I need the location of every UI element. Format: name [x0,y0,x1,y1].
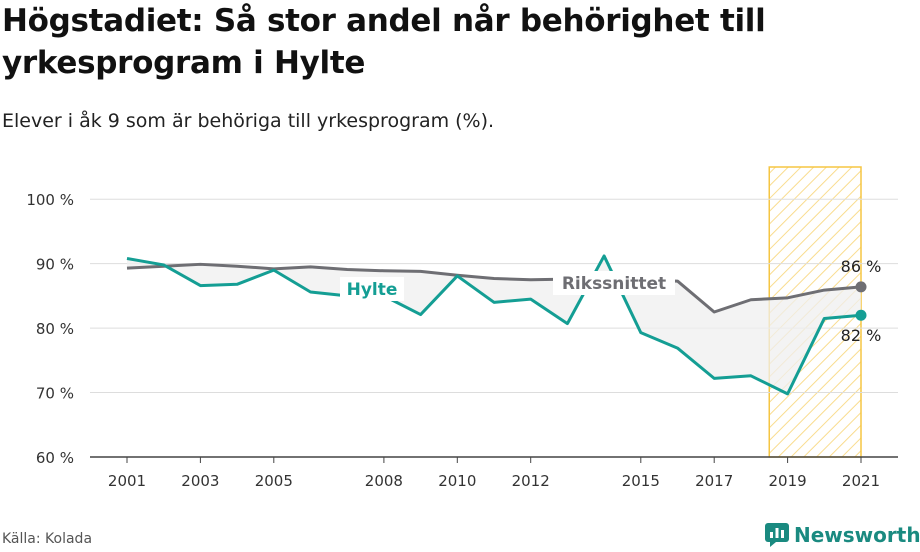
x-tick-label: 2010 [438,472,476,490]
end-point-riket [855,281,867,293]
series-label-riket: Rikssnittet [562,274,666,294]
newsworthy-icon [765,523,789,547]
x-tick-label: 2021 [842,472,880,490]
series-label-riket-bg [553,271,675,295]
end-label-riket: 86 % [841,257,882,276]
y-tick-label: 60 % [36,449,74,467]
chart-subtitle: Elever i åk 9 som är behöriga till yrkes… [2,110,495,132]
x-tick-label: 2005 [255,472,293,490]
end-point-hylte [855,309,867,321]
x-tick-label: 2012 [512,472,550,490]
y-tick-label: 80 % [36,320,74,338]
x-tick-label: 2008 [365,472,403,490]
x-tick-label: 2015 [622,472,660,490]
x-tick-label: 2019 [769,472,807,490]
series-label-hylte: Hylte [347,280,398,300]
series-line-riket [126,262,862,314]
chart-title: Högstadiet: Så stor andel når behörighet… [2,3,766,81]
y-tick-label: 90 % [36,256,74,274]
x-tick-label: 2017 [695,472,733,490]
y-tick-label: 100 % [26,191,74,209]
x-tick-label: 2001 [108,472,146,490]
series-label-hylte-bg [340,277,404,301]
brand-name: Newsworthy [794,523,920,547]
gap-area [127,255,861,394]
y-tick-label: 70 % [36,385,74,403]
x-tick-label: 2003 [181,472,219,490]
brand-logo: Newsworthy [765,521,920,549]
source-note: Källa: Kolada [2,531,93,547]
end-label-hylte: 82 % [841,326,882,345]
series-line-hylte [126,254,862,396]
